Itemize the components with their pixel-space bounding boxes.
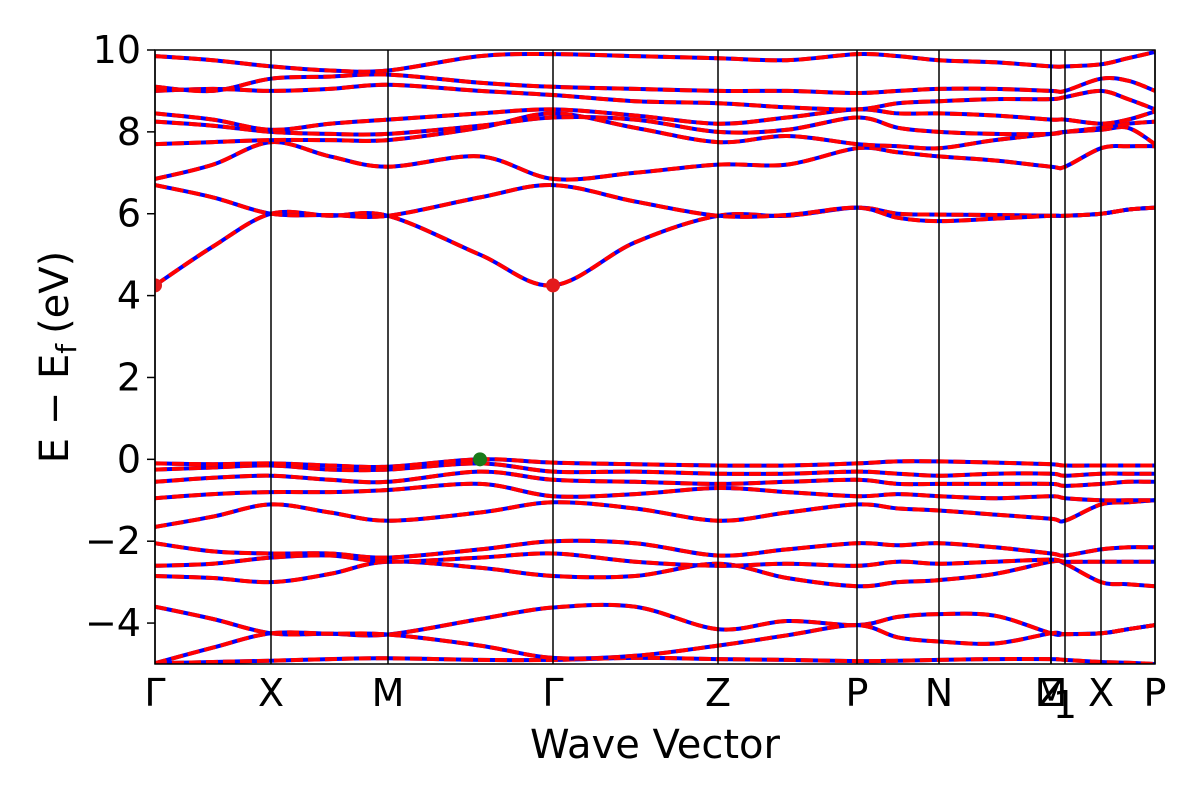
y-tick-label-4: 2 xyxy=(117,355,141,399)
band-19-spin-up xyxy=(155,72,1155,96)
band-15-spin-up xyxy=(155,111,1155,151)
band-10-spin-up xyxy=(155,461,1155,478)
y-tick-label-1: −4 xyxy=(85,601,141,645)
y-tick-label-5: 4 xyxy=(117,274,141,318)
band-14-spin-up xyxy=(155,140,1155,182)
kpoint-label-8: M xyxy=(1035,671,1068,715)
band-1-spin-up xyxy=(155,655,1155,664)
kpoint-label-2: X xyxy=(258,671,284,715)
kpoint-label-1: Γ xyxy=(144,671,165,715)
band-20-spin-up xyxy=(155,50,1155,74)
band-8-spin-up xyxy=(155,481,1155,503)
y-tick-label-8: 10 xyxy=(93,28,141,72)
cbm-marker-1 xyxy=(155,278,162,293)
y-tick-label-3: 0 xyxy=(117,437,141,481)
y-axis-title: E − Ef (eV) xyxy=(32,251,83,464)
band-6-spin-up xyxy=(155,551,1155,568)
band-18-spin-up xyxy=(155,82,1155,112)
band-3-spin-up xyxy=(155,623,1155,664)
kpoint-label-10: 1 xyxy=(1053,683,1077,727)
y-axis-title-unit: (eV) xyxy=(32,251,78,334)
kpoint-label-4: Γ xyxy=(542,671,563,715)
band-17-spin-up xyxy=(155,107,1155,132)
kpoint-label-12: P xyxy=(1144,671,1167,715)
band-16-spin-up xyxy=(155,115,1155,137)
kpoint-label-7: N xyxy=(925,671,953,715)
y-axis-title-main: E − E xyxy=(32,354,78,464)
y-tick-label-7: 8 xyxy=(117,110,141,154)
band-11-spin-up xyxy=(155,457,1155,470)
kpoint-label-6: P xyxy=(846,671,869,715)
cbm-marker-2 xyxy=(546,278,560,293)
y-tick-label-6: 6 xyxy=(117,192,141,236)
kpoint-label-3: M xyxy=(372,671,405,715)
kpoint-label-5: Z xyxy=(705,671,731,715)
y-tick-label-2: −2 xyxy=(85,519,141,563)
band-13-spin-up xyxy=(155,183,1155,224)
band-4-spin-up xyxy=(155,558,1155,589)
plot-frame xyxy=(154,49,1156,665)
kpoint-label-11: X xyxy=(1088,671,1114,715)
y-axis-title-subscript: f xyxy=(50,343,83,354)
band-7-spin-up xyxy=(155,498,1155,529)
band-9-spin-up xyxy=(155,469,1155,488)
x-axis-title: Wave Vector xyxy=(530,722,781,768)
kpoint-label-9: Z xyxy=(1038,671,1064,715)
vbm-marker-3 xyxy=(473,452,487,467)
